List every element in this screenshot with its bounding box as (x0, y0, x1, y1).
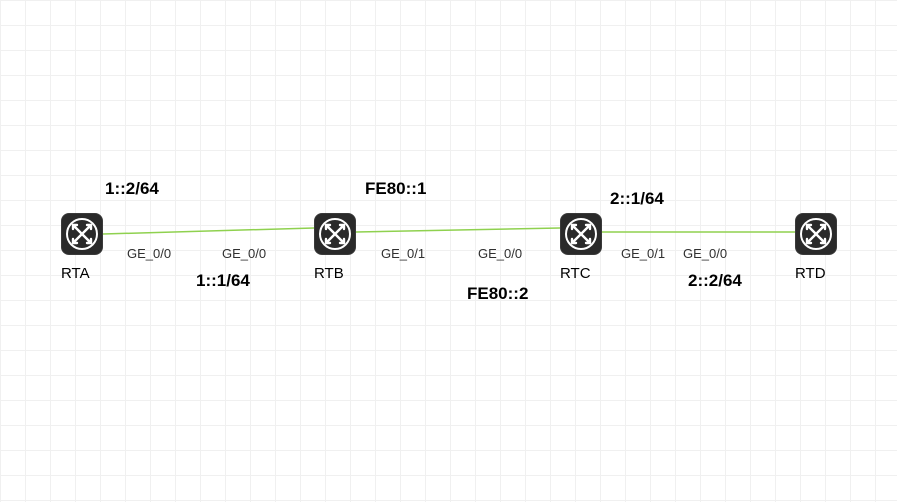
address-bottom-1: FE80::2 (467, 284, 528, 304)
router-rtc[interactable] (560, 213, 602, 255)
router-name-rta: RTA (61, 265, 90, 282)
address-top-2: 2::1/64 (610, 189, 664, 209)
address-bottom-0: 1::1/64 (196, 271, 250, 291)
link-rtb-rtc (356, 228, 560, 232)
diagram-canvas: RTA RTB RTC RTD 1::2/64 FE80::12::1/641::1… (0, 0, 897, 502)
router-rtb[interactable] (314, 213, 356, 255)
router-name-rtd: RTD (795, 265, 826, 282)
iface-label-0: GE_0/0 (127, 246, 171, 261)
router-name-rtb: RTB (314, 265, 344, 282)
iface-label-4: GE_0/1 (621, 246, 665, 261)
address-top-1: FE80::1 (365, 179, 426, 199)
router-rtd[interactable] (795, 213, 837, 255)
iface-label-5: GE_0/0 (683, 246, 727, 261)
iface-label-2: GE_0/1 (381, 246, 425, 261)
iface-label-1: GE_0/0 (222, 246, 266, 261)
address-top-0: 1::2/64 (105, 179, 159, 199)
address-bottom-2: 2::2/64 (688, 271, 742, 291)
router-rta[interactable] (61, 213, 103, 255)
link-rta-rtb (103, 228, 314, 234)
iface-label-3: GE_0/0 (478, 246, 522, 261)
router-name-rtc: RTC (560, 265, 591, 282)
